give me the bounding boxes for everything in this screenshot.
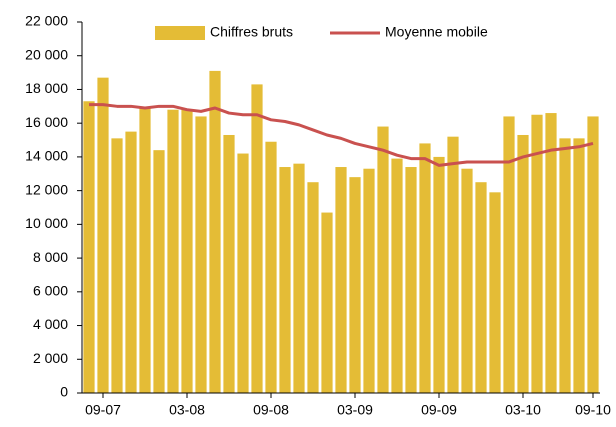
bar: [265, 141, 277, 393]
bar: [223, 134, 235, 393]
y-tick-label: 8 000: [33, 249, 68, 265]
bar: [377, 126, 389, 394]
bar: [139, 108, 151, 393]
bar: [363, 168, 375, 393]
y-tick-label: 12 000: [25, 181, 68, 197]
bar: [237, 153, 249, 393]
y-tick-label: 0: [60, 384, 68, 400]
bar: [167, 109, 179, 393]
legend-swatch: [155, 26, 205, 40]
bar: [517, 134, 529, 393]
bar: [349, 177, 361, 393]
bar: [97, 77, 109, 394]
legend-label: Chiffres bruts: [210, 24, 293, 40]
line: [89, 103, 594, 167]
bar: [405, 167, 417, 393]
bar: [209, 70, 221, 394]
y-tick-label: 22 000: [25, 13, 68, 29]
x-tick-label: 09-09: [421, 402, 457, 418]
bar: [181, 109, 193, 393]
bar: [279, 167, 291, 393]
bar: [461, 168, 473, 393]
bar: [153, 150, 165, 393]
bar: [447, 136, 459, 393]
bar: [307, 182, 319, 393]
y-tick-label: 14 000: [25, 148, 68, 164]
bar: [559, 138, 571, 393]
bar: [503, 116, 515, 393]
legend-label: Moyenne mobile: [385, 24, 488, 40]
bar: [321, 212, 333, 393]
bar: [251, 84, 263, 394]
bar: [573, 138, 585, 393]
bar: [293, 163, 305, 393]
bar: [545, 113, 557, 394]
y-tick-label: 10 000: [25, 215, 68, 231]
bar: [489, 192, 501, 393]
bar: [587, 116, 599, 393]
y-tick-label: 20 000: [25, 46, 68, 62]
y-tick-label: 2 000: [33, 350, 68, 366]
x-tick-label: 09-10: [575, 402, 611, 418]
y-tick-label: 16 000: [25, 114, 68, 130]
y-tick-label: 18 000: [25, 80, 68, 96]
bar: [433, 156, 445, 393]
bar: [195, 116, 207, 393]
bar: [111, 138, 123, 393]
bar: [335, 167, 347, 393]
bar: [83, 101, 95, 393]
bar: [125, 131, 137, 393]
x-tick-label: 09-08: [253, 402, 289, 418]
y-tick-label: 6 000: [33, 283, 68, 299]
x-tick-label: 03-09: [337, 402, 373, 418]
bar: [531, 114, 543, 393]
bar: [419, 143, 431, 393]
bar: [391, 158, 403, 393]
y-tick-label: 4 000: [33, 316, 68, 332]
x-tick-label: 09-07: [85, 402, 121, 418]
x-tick-label: 03-10: [505, 402, 541, 418]
x-tick-label: 03-08: [169, 402, 205, 418]
bar: [475, 182, 487, 393]
